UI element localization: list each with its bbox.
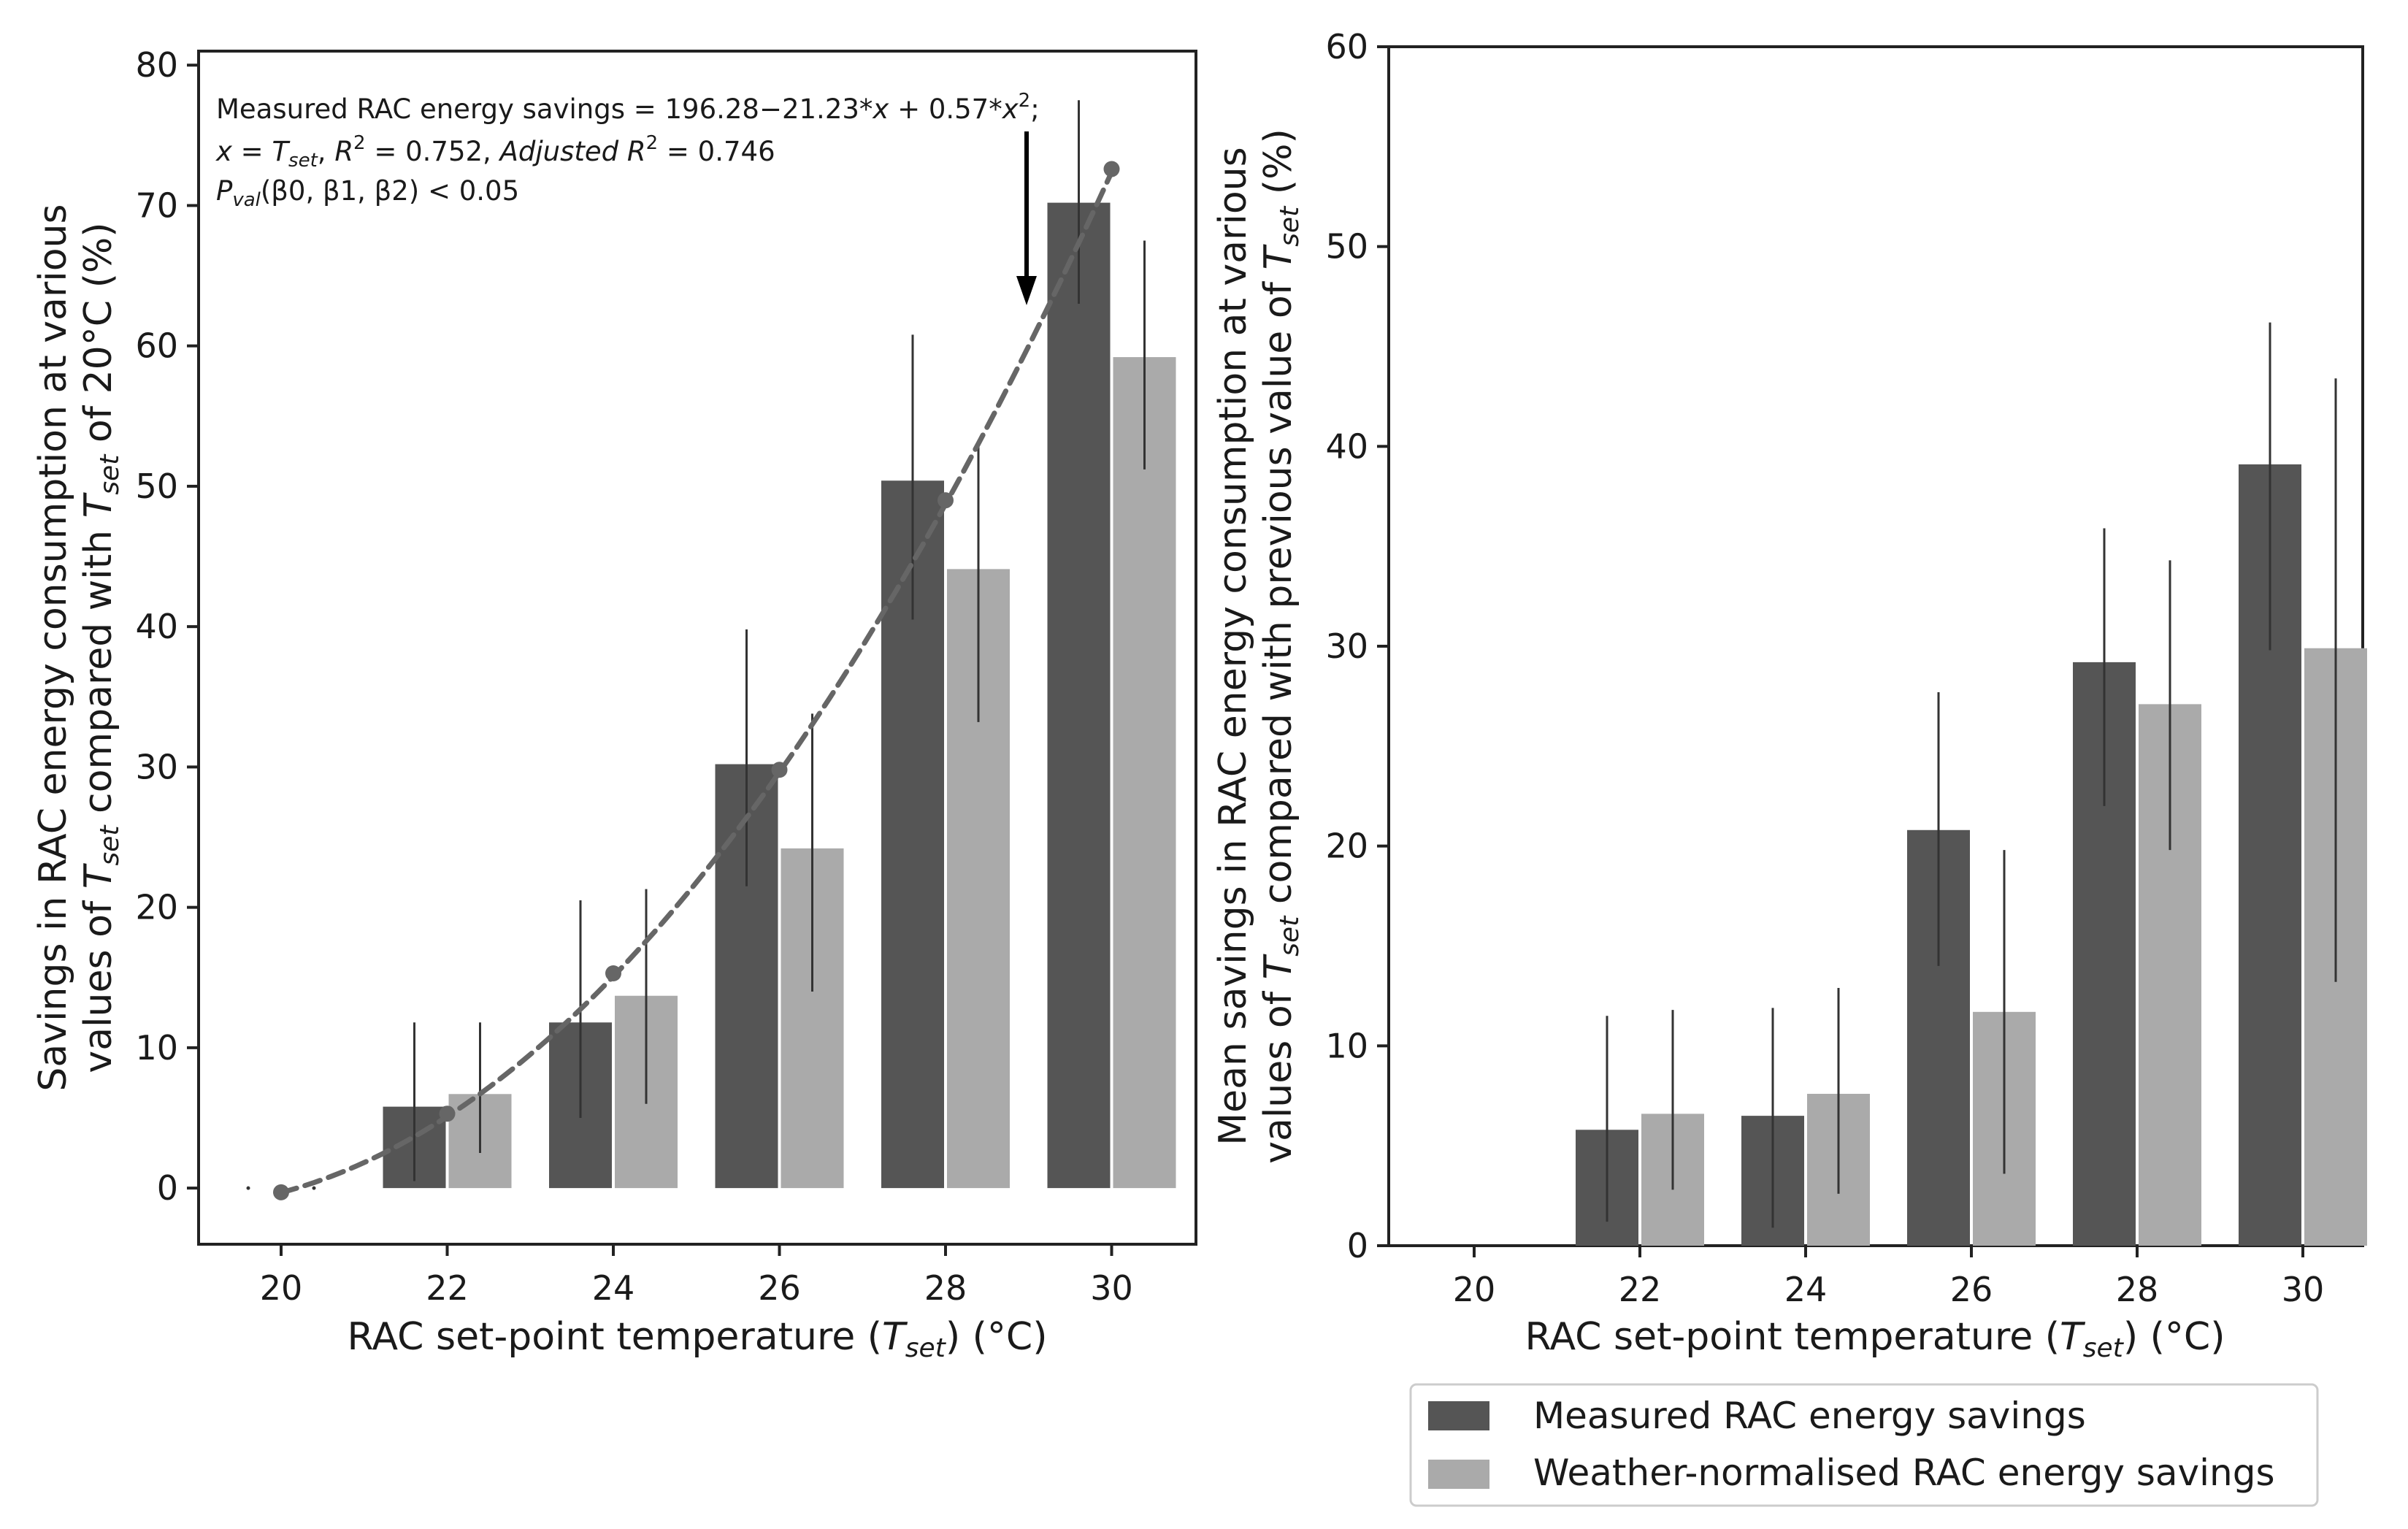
left-x-axis: 20 22 24 26 28 30 — [260, 1244, 1133, 1308]
x-tick-label: 28 — [2116, 1270, 2159, 1309]
x-tick-label: 28 — [924, 1268, 967, 1308]
fit-curve-point-22 — [439, 1105, 456, 1122]
baseline-mark — [312, 1186, 316, 1190]
legend-swatch-measured — [1428, 1401, 1489, 1430]
fit-curve-point-20 — [273, 1184, 289, 1200]
right-bars — [1576, 464, 2367, 1246]
left-x-axis-title: RAC set-point temperature (Tset) (°C) — [347, 1315, 1047, 1363]
right-y-axis-title-line-2: values of Tset compared with previous va… — [1257, 129, 1305, 1164]
y-tick-label: 0 — [1347, 1226, 1368, 1265]
baseline-mark — [246, 1186, 250, 1190]
right-x-axis-title: RAC set-point temperature (Tset) (°C) — [1525, 1315, 2225, 1363]
bar-measured-30 — [1047, 202, 1111, 1189]
right-y-axis-title-line-1: Mean savings in RAC energy consumption a… — [1211, 147, 1255, 1145]
y-tick-label: 50 — [1325, 227, 1368, 267]
fit-curve-line — [278, 169, 1114, 1195]
y-tick-label: 40 — [1325, 426, 1368, 466]
x-tick-label: 24 — [592, 1268, 635, 1308]
annotation-line-2: x = Tset, R2 = 0.752, Adjusted R2 = 0.74… — [215, 132, 775, 172]
x-tick-label: 24 — [1784, 1270, 1828, 1309]
x-tick-label: 30 — [1090, 1268, 1133, 1308]
right-y-axis-title: Mean savings in RAC energy consumption a… — [1211, 129, 1305, 1164]
right-plot-frame — [1387, 45, 2364, 1247]
x-tick-label: 30 — [2282, 1270, 2325, 1309]
left-bars — [383, 202, 1176, 1189]
legend-frame — [1409, 1383, 2319, 1507]
annotation-line-1: Measured RAC energy savings = 196.28−21.… — [216, 90, 1040, 125]
fit-curve-point-26 — [771, 762, 788, 778]
x-tick-label: 20 — [1453, 1270, 1496, 1309]
right-chart-panel: 0 10 20 30 40 50 60 20 22 24 26 28 30 RAC set-point… — [1211, 27, 2367, 1507]
right-error-bars — [1606, 322, 2337, 1228]
left-y-axis-title: Savings in RAC energy consumption at var… — [31, 204, 125, 1091]
left-error-bars — [413, 100, 1146, 1181]
y-tick-label: 30 — [1325, 626, 1368, 666]
right-x-axis: 20 22 24 26 28 30 — [1453, 1246, 2325, 1309]
annotation-line-3: Pval(β0, β1, β2) < 0.05 — [216, 175, 519, 211]
y-tick-label: 40 — [135, 607, 178, 646]
left-y-axis: 0 10 20 30 40 50 60 70 80 — [135, 45, 199, 1208]
legend: Measured RAC energy savings Weather-norm… — [1409, 1383, 2319, 1507]
y-tick-label: 30 — [135, 747, 178, 786]
fit-curve-point-28 — [937, 492, 954, 509]
y-tick-label: 10 — [135, 1028, 178, 1068]
left-y-axis-title-line-2: values of Tset compared with Tset of 20°… — [77, 222, 125, 1073]
fit-curve-point-24 — [605, 965, 621, 981]
y-tick-label: 50 — [135, 467, 178, 506]
y-tick-label: 60 — [1325, 27, 1368, 66]
left-y-axis-title-line-1: Savings in RAC energy consumption at var… — [31, 204, 75, 1091]
x-tick-label: 22 — [1619, 1270, 1662, 1309]
y-tick-label: 20 — [1325, 827, 1368, 866]
left-chart-panel: 0 10 20 30 40 50 60 70 80 20 22 24 26 28 30 Measured … — [31, 45, 1197, 1363]
left-plot-frame — [197, 50, 1197, 1246]
x-tick-label: 26 — [758, 1268, 801, 1308]
annotation-arrow — [1016, 131, 1037, 305]
legend-label-measured: Measured RAC energy savings — [1533, 1395, 2086, 1437]
y-tick-label: 70 — [135, 185, 178, 225]
y-tick-label: 0 — [157, 1168, 178, 1208]
x-tick-label: 20 — [260, 1268, 303, 1308]
fit-curve-point-30 — [1103, 161, 1120, 177]
x-tick-label: 22 — [426, 1268, 469, 1308]
y-tick-label: 80 — [135, 45, 178, 85]
fit-curve — [246, 161, 1120, 1200]
right-y-axis: 0 10 20 30 40 50 60 — [1325, 27, 1389, 1265]
x-tick-label: 26 — [1950, 1270, 1993, 1309]
legend-label-weather-normalised: Weather-normalised RAC energy savings — [1533, 1452, 2275, 1494]
y-tick-label: 10 — [1325, 1026, 1368, 1065]
bar-weather-normalised-30 — [1113, 357, 1176, 1189]
legend-swatch-weather-normalised — [1428, 1460, 1489, 1489]
y-tick-label: 20 — [135, 888, 178, 927]
y-tick-label: 60 — [135, 326, 178, 366]
